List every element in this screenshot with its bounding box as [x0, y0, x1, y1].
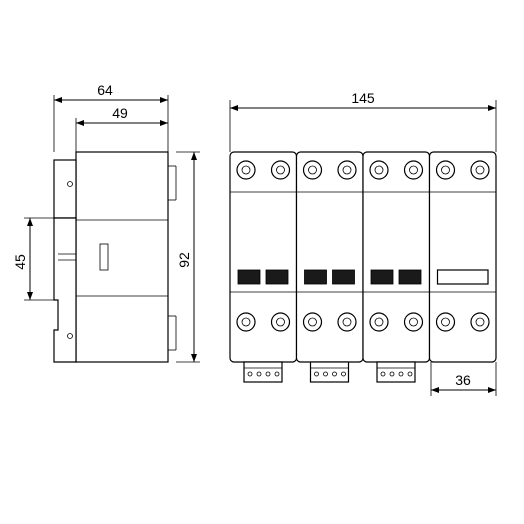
dim-module-width-group: 36: [431, 362, 496, 396]
module-2: [297, 152, 364, 382]
dim-width-total: 145: [351, 90, 375, 106]
dim-width-outer: 64: [97, 82, 113, 98]
dim-width-total-group: 145: [230, 90, 496, 152]
dim-module-width: 36: [455, 372, 471, 388]
dim-height: 92: [176, 252, 192, 268]
module-1: [230, 152, 297, 382]
module-3: [363, 152, 430, 382]
dimension-drawing: 64 49 45: [0, 0, 524, 524]
dim-mount-height: 45: [12, 254, 28, 270]
front-view: [230, 152, 496, 382]
dim-width-inner: 49: [112, 105, 128, 121]
side-view: 64 49 45: [12, 82, 200, 362]
module-4: [430, 152, 497, 362]
